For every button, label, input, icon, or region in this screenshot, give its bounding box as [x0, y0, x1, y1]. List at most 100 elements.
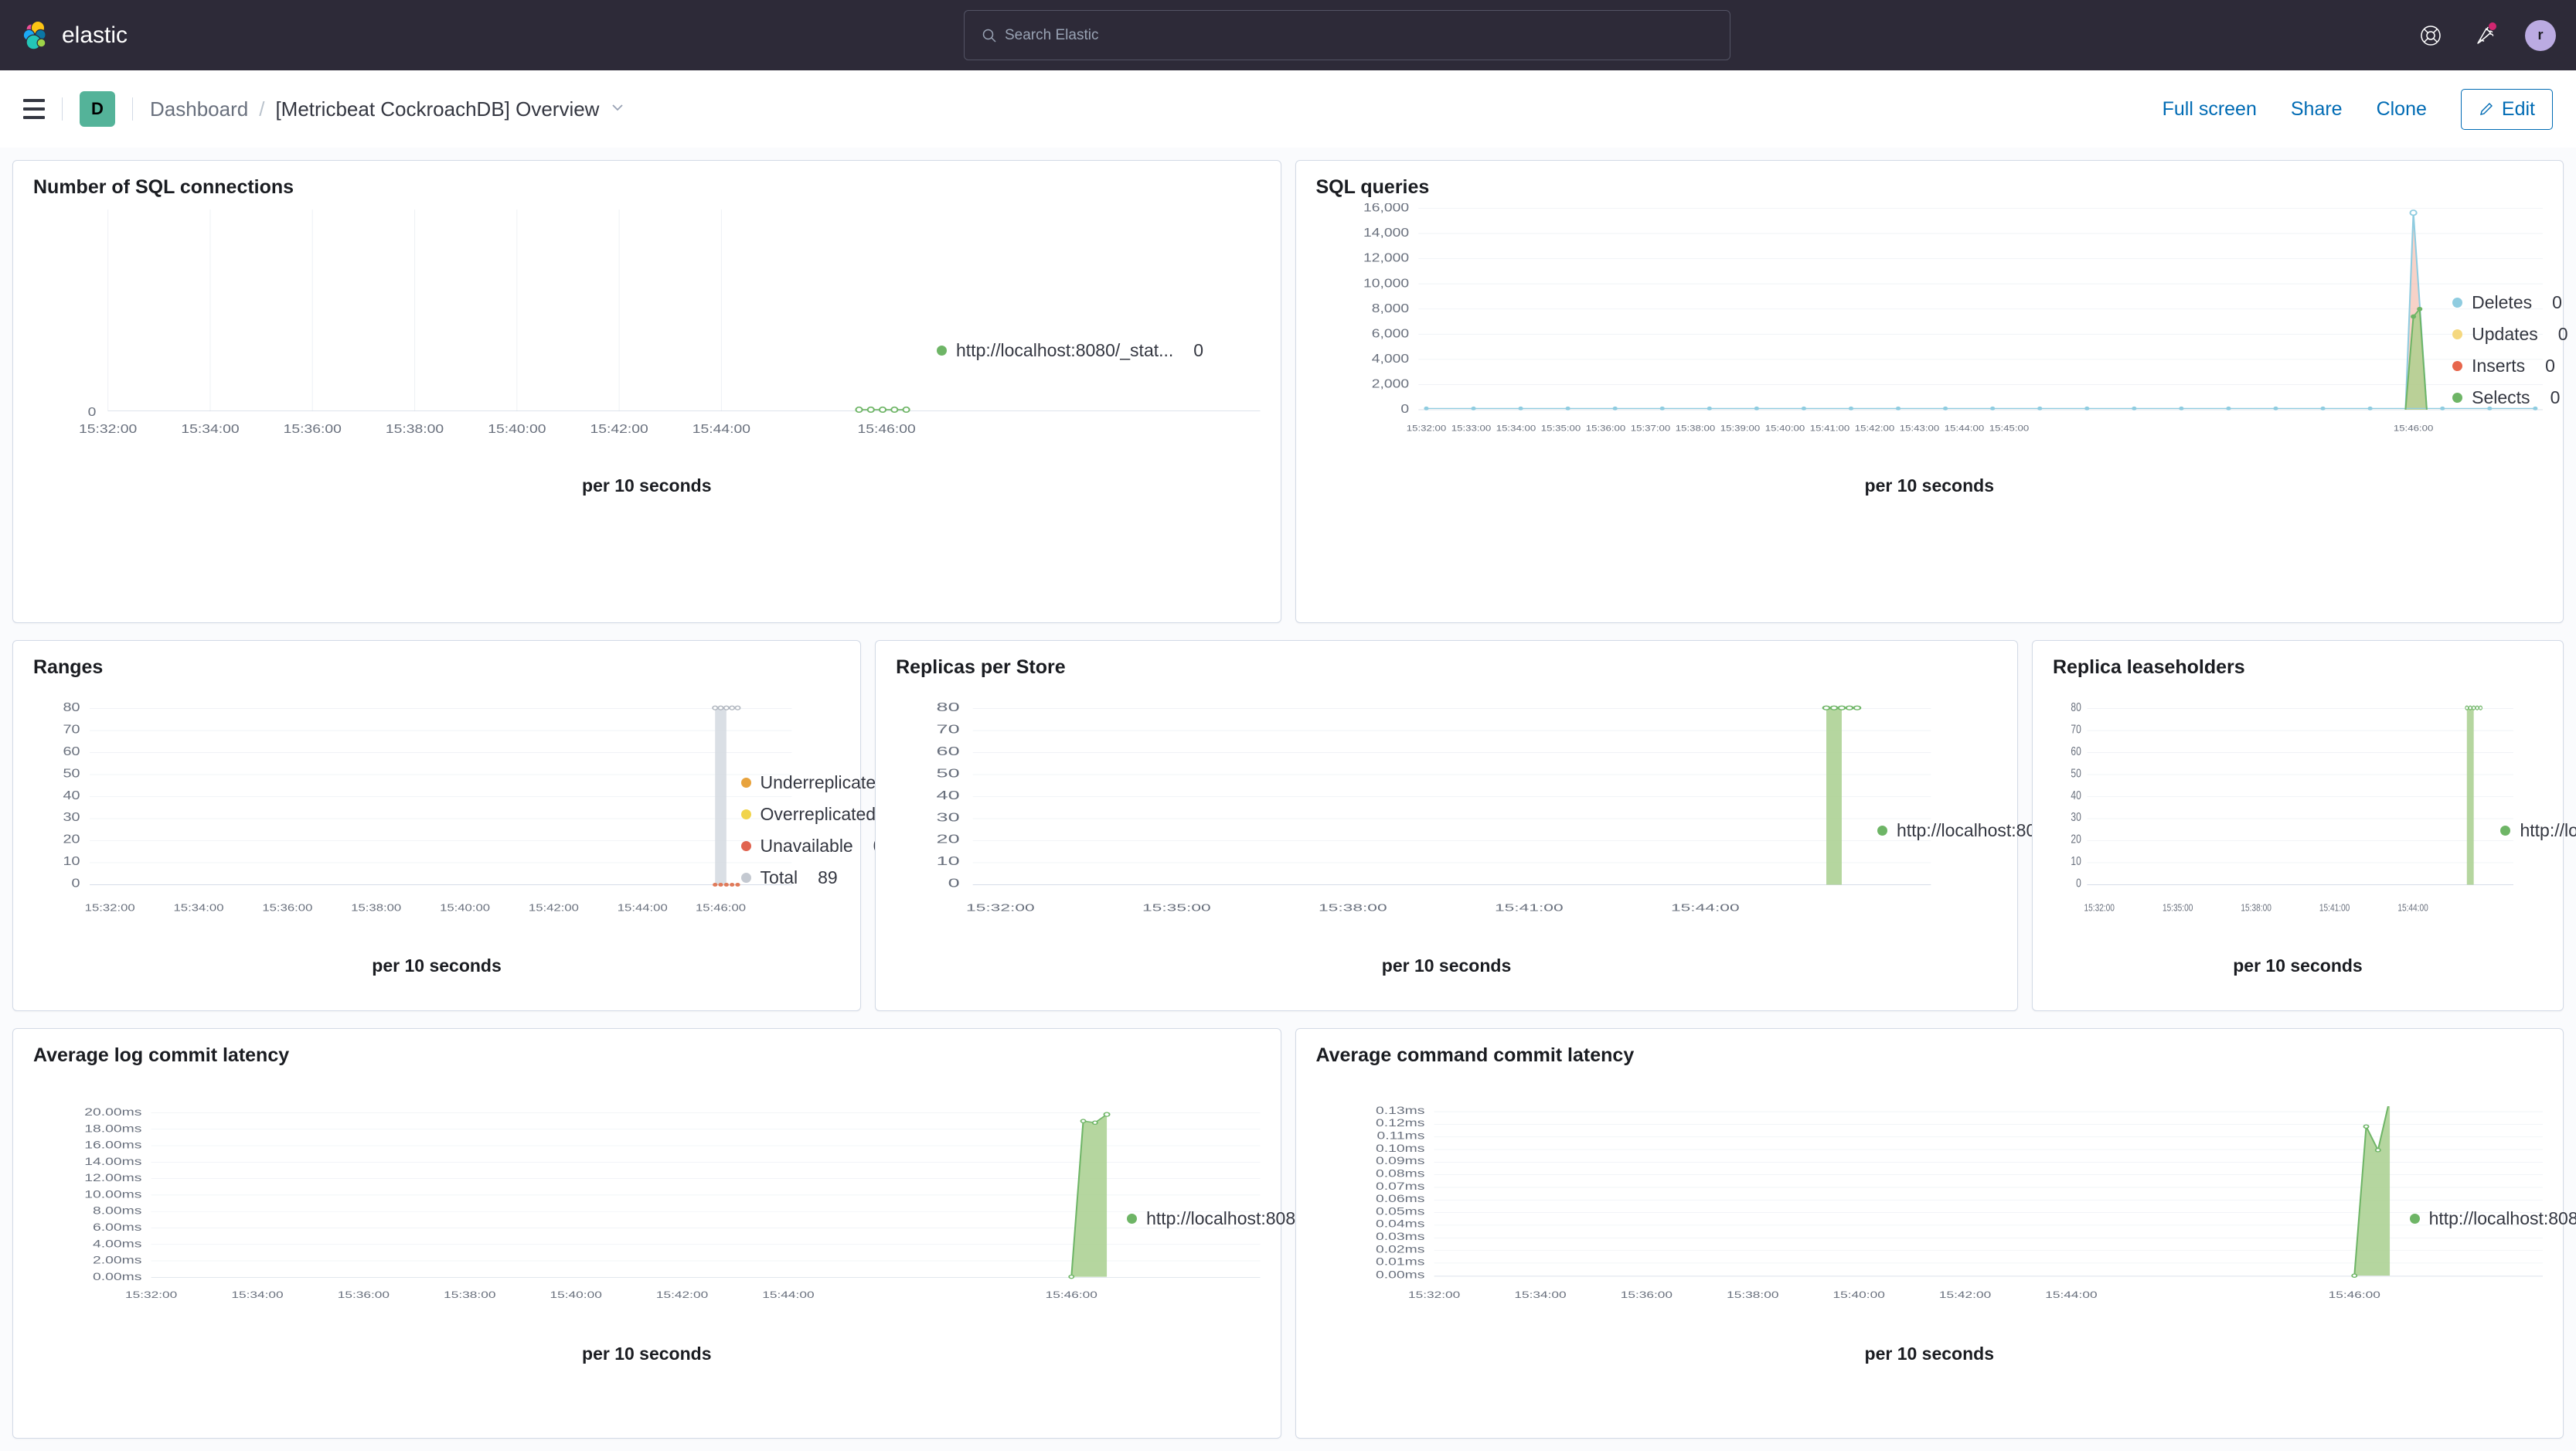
svg-text:0.12ms: 0.12ms	[1376, 1117, 1424, 1129]
svg-text:15:43:00: 15:43:00	[1899, 424, 1939, 433]
svg-text:15:36:00: 15:36:00	[1620, 1291, 1672, 1301]
svg-text:15:44:00: 15:44:00	[1944, 424, 1984, 433]
svg-text:14,000: 14,000	[1363, 226, 1408, 240]
svg-text:15:41:00: 15:41:00	[1809, 424, 1849, 433]
svg-text:6,000: 6,000	[1371, 326, 1409, 340]
svg-text:8.00ms: 8.00ms	[93, 1205, 141, 1217]
svg-text:15:38:00: 15:38:00	[1727, 1291, 1778, 1301]
svg-text:15:32:00: 15:32:00	[966, 902, 1035, 914]
svg-text:80: 80	[2071, 700, 2081, 714]
svg-text:15:38:00: 15:38:00	[2241, 902, 2271, 914]
svg-text:0: 0	[88, 405, 97, 419]
svg-text:15:46:00: 15:46:00	[858, 422, 917, 436]
svg-text:15:44:00: 15:44:00	[692, 422, 751, 436]
svg-text:15:35:00: 15:35:00	[1540, 424, 1581, 433]
svg-text:50: 50	[937, 766, 960, 780]
svg-text:15:36:00: 15:36:00	[284, 422, 342, 436]
svg-text:14.00ms: 14.00ms	[84, 1156, 141, 1167]
svg-text:15:44:00: 15:44:00	[2397, 902, 2428, 914]
svg-text:6.00ms: 6.00ms	[93, 1221, 141, 1233]
svg-text:15:34:00: 15:34:00	[1514, 1291, 1566, 1301]
svg-text:40: 40	[937, 789, 960, 802]
svg-text:70: 70	[63, 722, 80, 735]
svg-text:15:36:00: 15:36:00	[338, 1291, 390, 1301]
svg-text:0.11ms: 0.11ms	[1376, 1129, 1424, 1141]
svg-text:0.04ms: 0.04ms	[1376, 1218, 1424, 1230]
svg-text:0.06ms: 0.06ms	[1376, 1193, 1424, 1204]
svg-text:15:39:00: 15:39:00	[1720, 424, 1760, 433]
svg-text:0: 0	[1400, 402, 1409, 416]
svg-text:15:45:00: 15:45:00	[1989, 424, 2029, 433]
svg-text:20: 20	[937, 833, 960, 846]
svg-text:2,000: 2,000	[1371, 376, 1409, 390]
svg-text:15:44:00: 15:44:00	[762, 1291, 814, 1301]
svg-text:15:35:00: 15:35:00	[2163, 902, 2193, 914]
svg-text:10: 10	[2071, 854, 2081, 868]
svg-text:15:44:00: 15:44:00	[1671, 902, 1740, 914]
svg-text:15:37:00: 15:37:00	[1630, 424, 1670, 433]
svg-text:15:38:00: 15:38:00	[444, 1291, 495, 1301]
svg-text:0.01ms: 0.01ms	[1376, 1256, 1424, 1268]
svg-text:0.09ms: 0.09ms	[1376, 1155, 1424, 1167]
svg-text:16.00ms: 16.00ms	[84, 1139, 141, 1150]
svg-text:40: 40	[63, 789, 80, 802]
svg-text:15:32:00: 15:32:00	[125, 1291, 177, 1301]
svg-text:0.08ms: 0.08ms	[1376, 1167, 1424, 1179]
svg-text:70: 70	[937, 722, 960, 736]
svg-text:8,000: 8,000	[1371, 301, 1409, 315]
svg-text:15:44:00: 15:44:00	[618, 902, 668, 914]
svg-text:0.10ms: 0.10ms	[1376, 1143, 1424, 1154]
svg-text:70: 70	[2071, 722, 2081, 736]
svg-text:0: 0	[948, 877, 960, 891]
svg-text:15:34:00: 15:34:00	[1496, 424, 1536, 433]
svg-text:0.00ms: 0.00ms	[1376, 1269, 1424, 1281]
svg-text:15:41:00: 15:41:00	[1495, 902, 1564, 914]
svg-text:15:42:00: 15:42:00	[656, 1291, 708, 1301]
svg-text:15:35:00: 15:35:00	[1142, 902, 1211, 914]
svg-text:15:46:00: 15:46:00	[1046, 1291, 1097, 1301]
svg-text:12.00ms: 12.00ms	[84, 1172, 141, 1184]
svg-text:4,000: 4,000	[1371, 352, 1409, 366]
svg-text:15:38:00: 15:38:00	[1675, 424, 1715, 433]
svg-text:15:40:00: 15:40:00	[550, 1291, 601, 1301]
svg-text:10: 10	[937, 854, 960, 868]
svg-text:15:40:00: 15:40:00	[440, 902, 490, 914]
svg-text:15:42:00: 15:42:00	[529, 902, 579, 914]
svg-text:80: 80	[937, 700, 960, 714]
svg-text:18.00ms: 18.00ms	[84, 1122, 141, 1134]
svg-text:15:32:00: 15:32:00	[1407, 1291, 1459, 1301]
svg-text:2.00ms: 2.00ms	[93, 1254, 141, 1265]
svg-text:10,000: 10,000	[1363, 276, 1408, 290]
svg-text:0.13ms: 0.13ms	[1376, 1106, 1424, 1116]
svg-text:15:32:00: 15:32:00	[2084, 902, 2115, 914]
svg-text:15:32:00: 15:32:00	[79, 422, 138, 436]
svg-text:20: 20	[2071, 832, 2081, 846]
svg-text:40: 40	[2071, 788, 2081, 802]
svg-text:15:32:00: 15:32:00	[1406, 424, 1446, 433]
svg-text:4.00ms: 4.00ms	[93, 1238, 141, 1249]
svg-text:16,000: 16,000	[1363, 203, 1408, 214]
svg-text:15:44:00: 15:44:00	[2045, 1291, 2097, 1301]
svg-text:30: 30	[63, 810, 80, 823]
svg-text:0.03ms: 0.03ms	[1376, 1231, 1424, 1242]
svg-text:15:33:00: 15:33:00	[1451, 424, 1491, 433]
svg-text:10: 10	[63, 854, 80, 867]
svg-text:15:46:00: 15:46:00	[2393, 424, 2433, 433]
svg-text:15:41:00: 15:41:00	[2319, 902, 2350, 914]
svg-text:15:40:00: 15:40:00	[488, 422, 546, 436]
svg-text:0: 0	[72, 877, 80, 890]
svg-text:15:38:00: 15:38:00	[386, 422, 444, 436]
svg-text:60: 60	[937, 744, 960, 758]
svg-text:30: 30	[937, 810, 960, 824]
svg-text:15:42:00: 15:42:00	[1938, 1291, 1990, 1301]
svg-text:0: 0	[2076, 876, 2081, 890]
svg-text:50: 50	[63, 766, 80, 779]
svg-text:0.07ms: 0.07ms	[1376, 1180, 1424, 1192]
svg-text:10.00ms: 10.00ms	[84, 1188, 141, 1200]
svg-text:12,000: 12,000	[1363, 251, 1408, 265]
svg-text:80: 80	[63, 700, 80, 714]
svg-text:15:32:00: 15:32:00	[85, 902, 135, 914]
svg-text:15:38:00: 15:38:00	[1319, 902, 1387, 914]
svg-text:15:46:00: 15:46:00	[2328, 1291, 2380, 1301]
svg-text:15:40:00: 15:40:00	[1832, 1291, 1884, 1301]
